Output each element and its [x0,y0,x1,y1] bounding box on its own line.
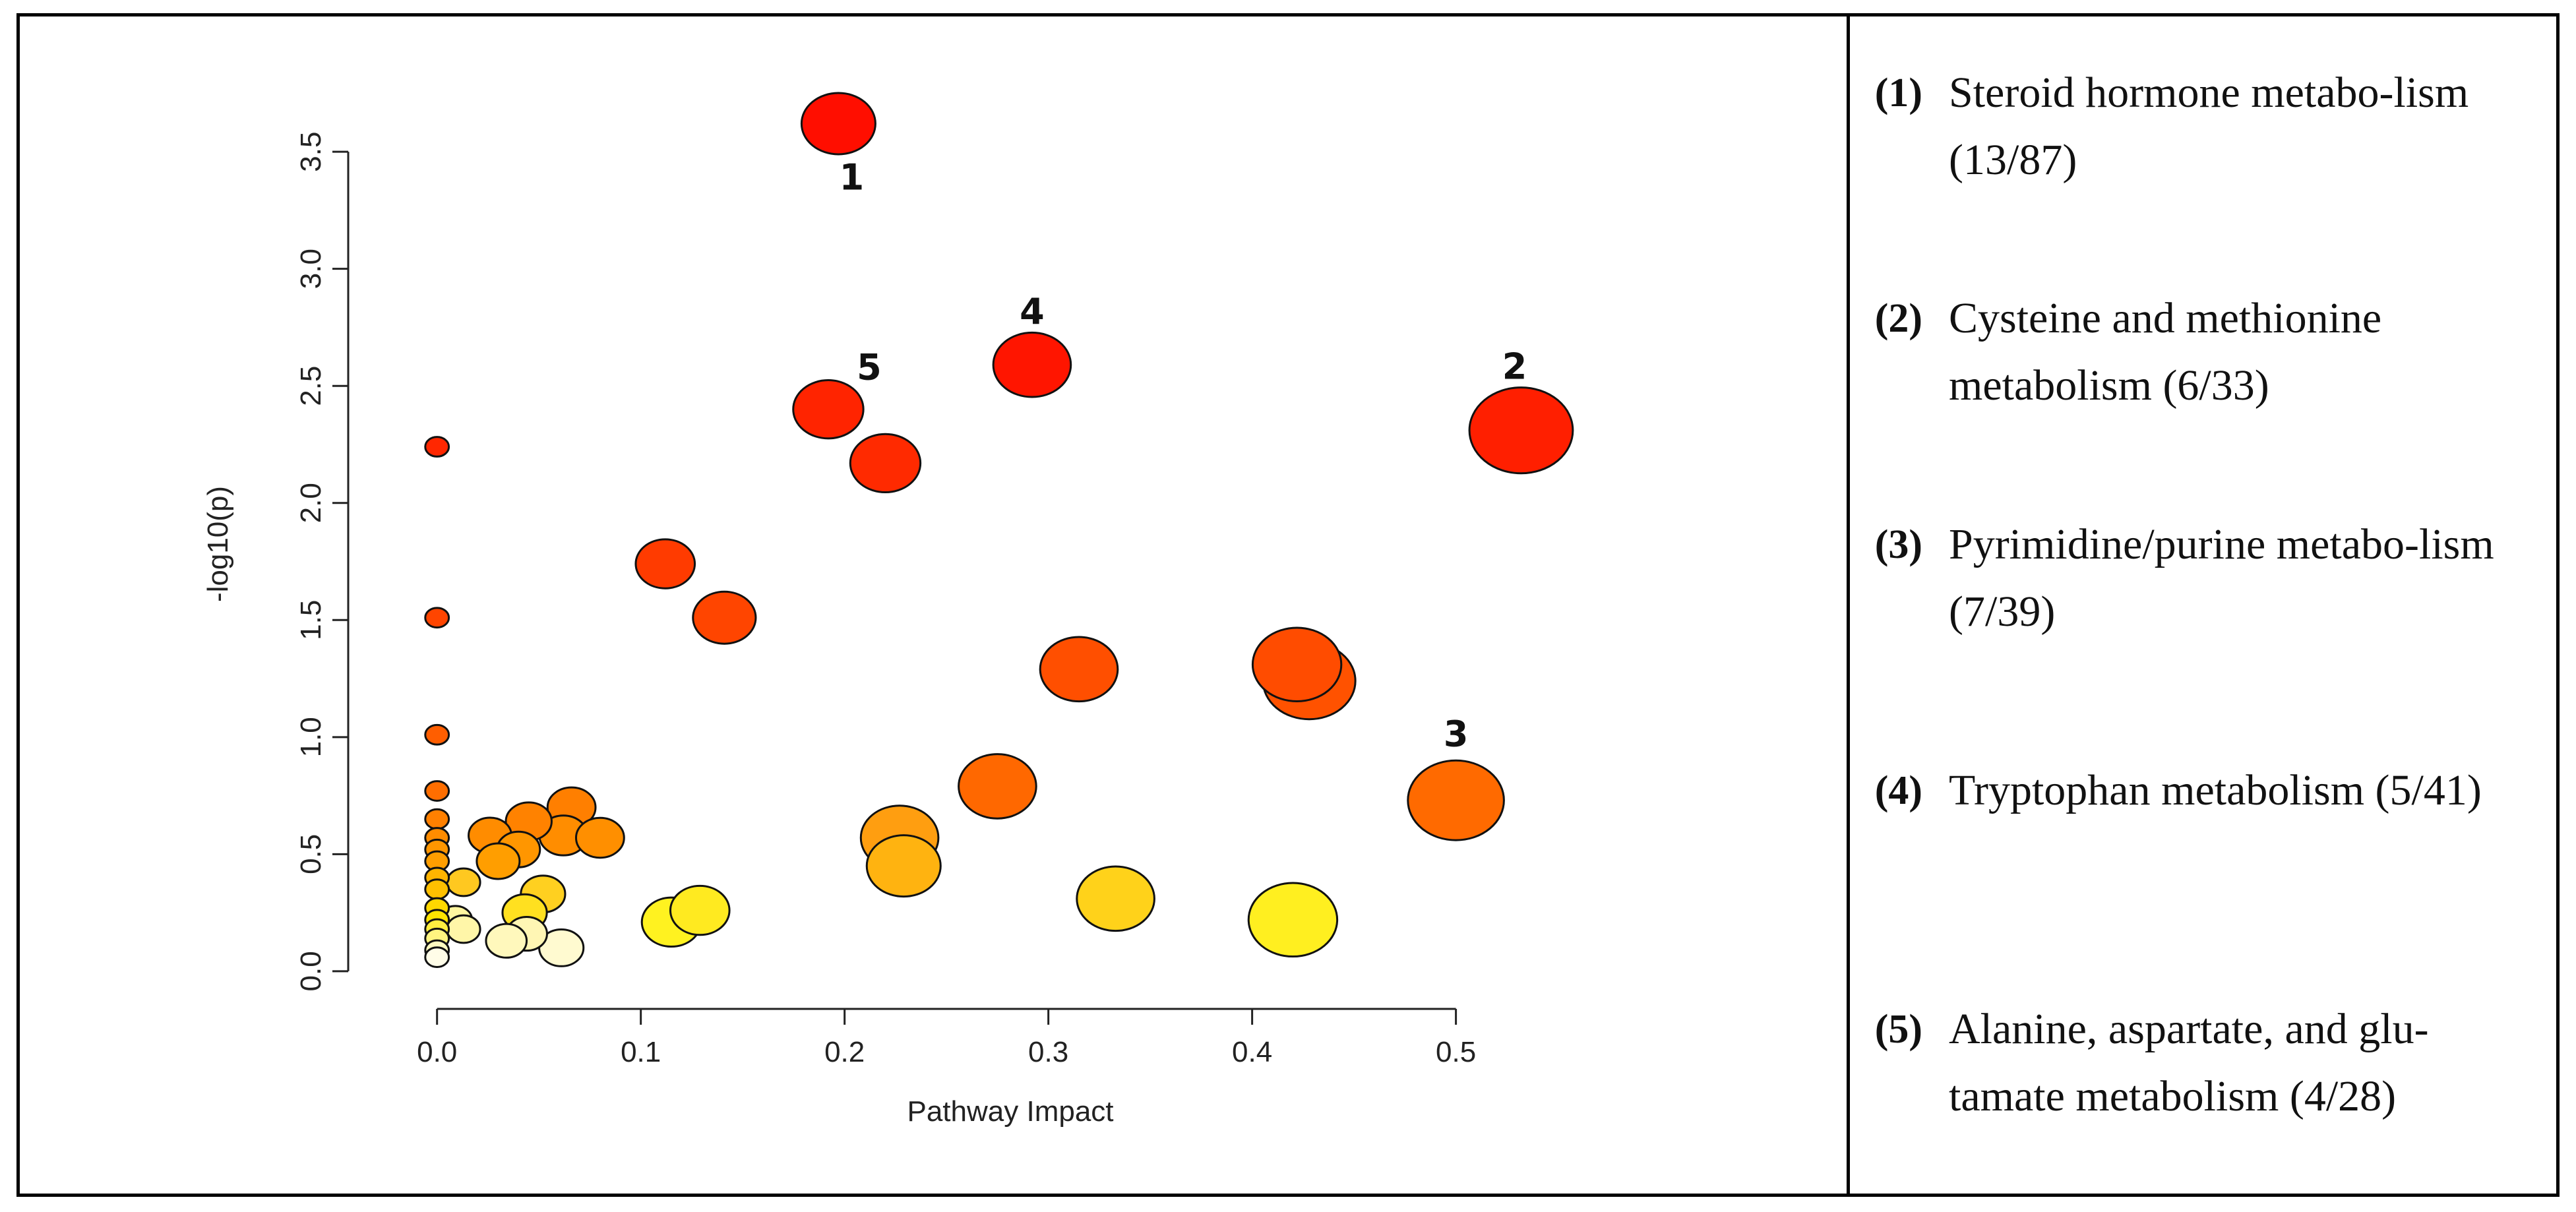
y-axis-label: -log10(p) [202,486,234,602]
data-point [634,538,696,590]
y-tick-label: 3.5 [295,132,327,172]
y-tick-label: 3.0 [295,249,327,289]
pathway-legend: (1) Steroid hormone metabo-lism (13/87) … [1850,13,2560,1197]
data-point [792,379,865,440]
data-point [865,834,942,898]
data-point [424,723,450,746]
data-point [424,436,450,458]
y-tick-label: 1.0 [295,717,327,757]
x-tick-label: 0.2 [824,1036,865,1068]
panel-divider [1847,13,1850,1197]
legend-text: Steroid hormone metabo-lism (13/87) [1949,69,2469,184]
x-tick-label: 0.3 [1028,1036,1068,1068]
data-point [1076,865,1155,932]
chart-point-labels: 1 2 3 4 5 [840,157,1527,755]
x-tick-label: 0.1 [621,1036,661,1068]
chart-points [424,92,1574,968]
data-point [424,946,450,968]
point-label: 4 [1020,291,1045,332]
y-tick-label: 1.5 [295,600,327,640]
legend-text: Alanine, aspartate, and glu-tamate metab… [1949,1005,2429,1120]
data-point [424,607,450,629]
y-tick-label: 0.5 [295,834,327,874]
point-label: 2 [1502,346,1527,388]
data-point [669,884,731,936]
x-tick-label: 0.4 [1232,1036,1272,1068]
data-point [1407,759,1505,841]
pathway-impact-scatter-chart: 0.0 0.1 0.2 0.3 0.4 0.5 0.0 0.5 1.0 1.5 2.0 2.5 3.0 3… [202,92,1574,1128]
data-point [424,878,450,900]
data-point [958,753,1037,820]
data-point [992,331,1072,398]
legend-text: Pyrimidine/purine metabo-lism (7/39) [1949,520,2494,636]
data-point [446,867,481,897]
data-point [485,923,528,959]
legend-text: Tryptophan metabolism (5/41) [1949,766,2482,814]
x-tick-label: 0.0 [417,1036,457,1068]
data-point [1247,882,1339,958]
data-point [574,816,625,859]
y-tick-label: 0.0 [295,951,327,991]
legend-number: (4) [1874,768,1922,813]
data-point [424,808,450,830]
chart-axes: 0.0 0.1 0.2 0.3 0.4 0.5 0.0 0.5 1.0 1.5 2.0 2.5 3.0 3… [295,132,1476,1068]
x-tick-label: 0.5 [1436,1036,1476,1068]
point-label: 1 [840,157,865,198]
data-point [1039,636,1119,703]
legend-text: Cysteine and methionine metabolism (6/33… [1949,294,2382,409]
point-label: 3 [1444,713,1469,755]
figure-frame [16,13,2560,1197]
legend-number: (1) [1874,71,1922,115]
y-tick-label: 2.0 [295,483,327,523]
y-tick-label: 2.5 [295,366,327,406]
point-label: 5 [857,347,882,388]
data-point [446,914,481,944]
data-point [692,590,757,645]
data-point [475,842,521,880]
legend-number: (3) [1874,522,1922,567]
legend-number: (5) [1874,1007,1922,1052]
data-point [1251,626,1343,703]
data-point [424,780,450,802]
legend-number: (2) [1874,296,1922,341]
data-point [1468,386,1574,475]
data-point [800,92,876,156]
x-axis-label: Pathway Impact [907,1095,1113,1128]
data-point [849,433,922,494]
